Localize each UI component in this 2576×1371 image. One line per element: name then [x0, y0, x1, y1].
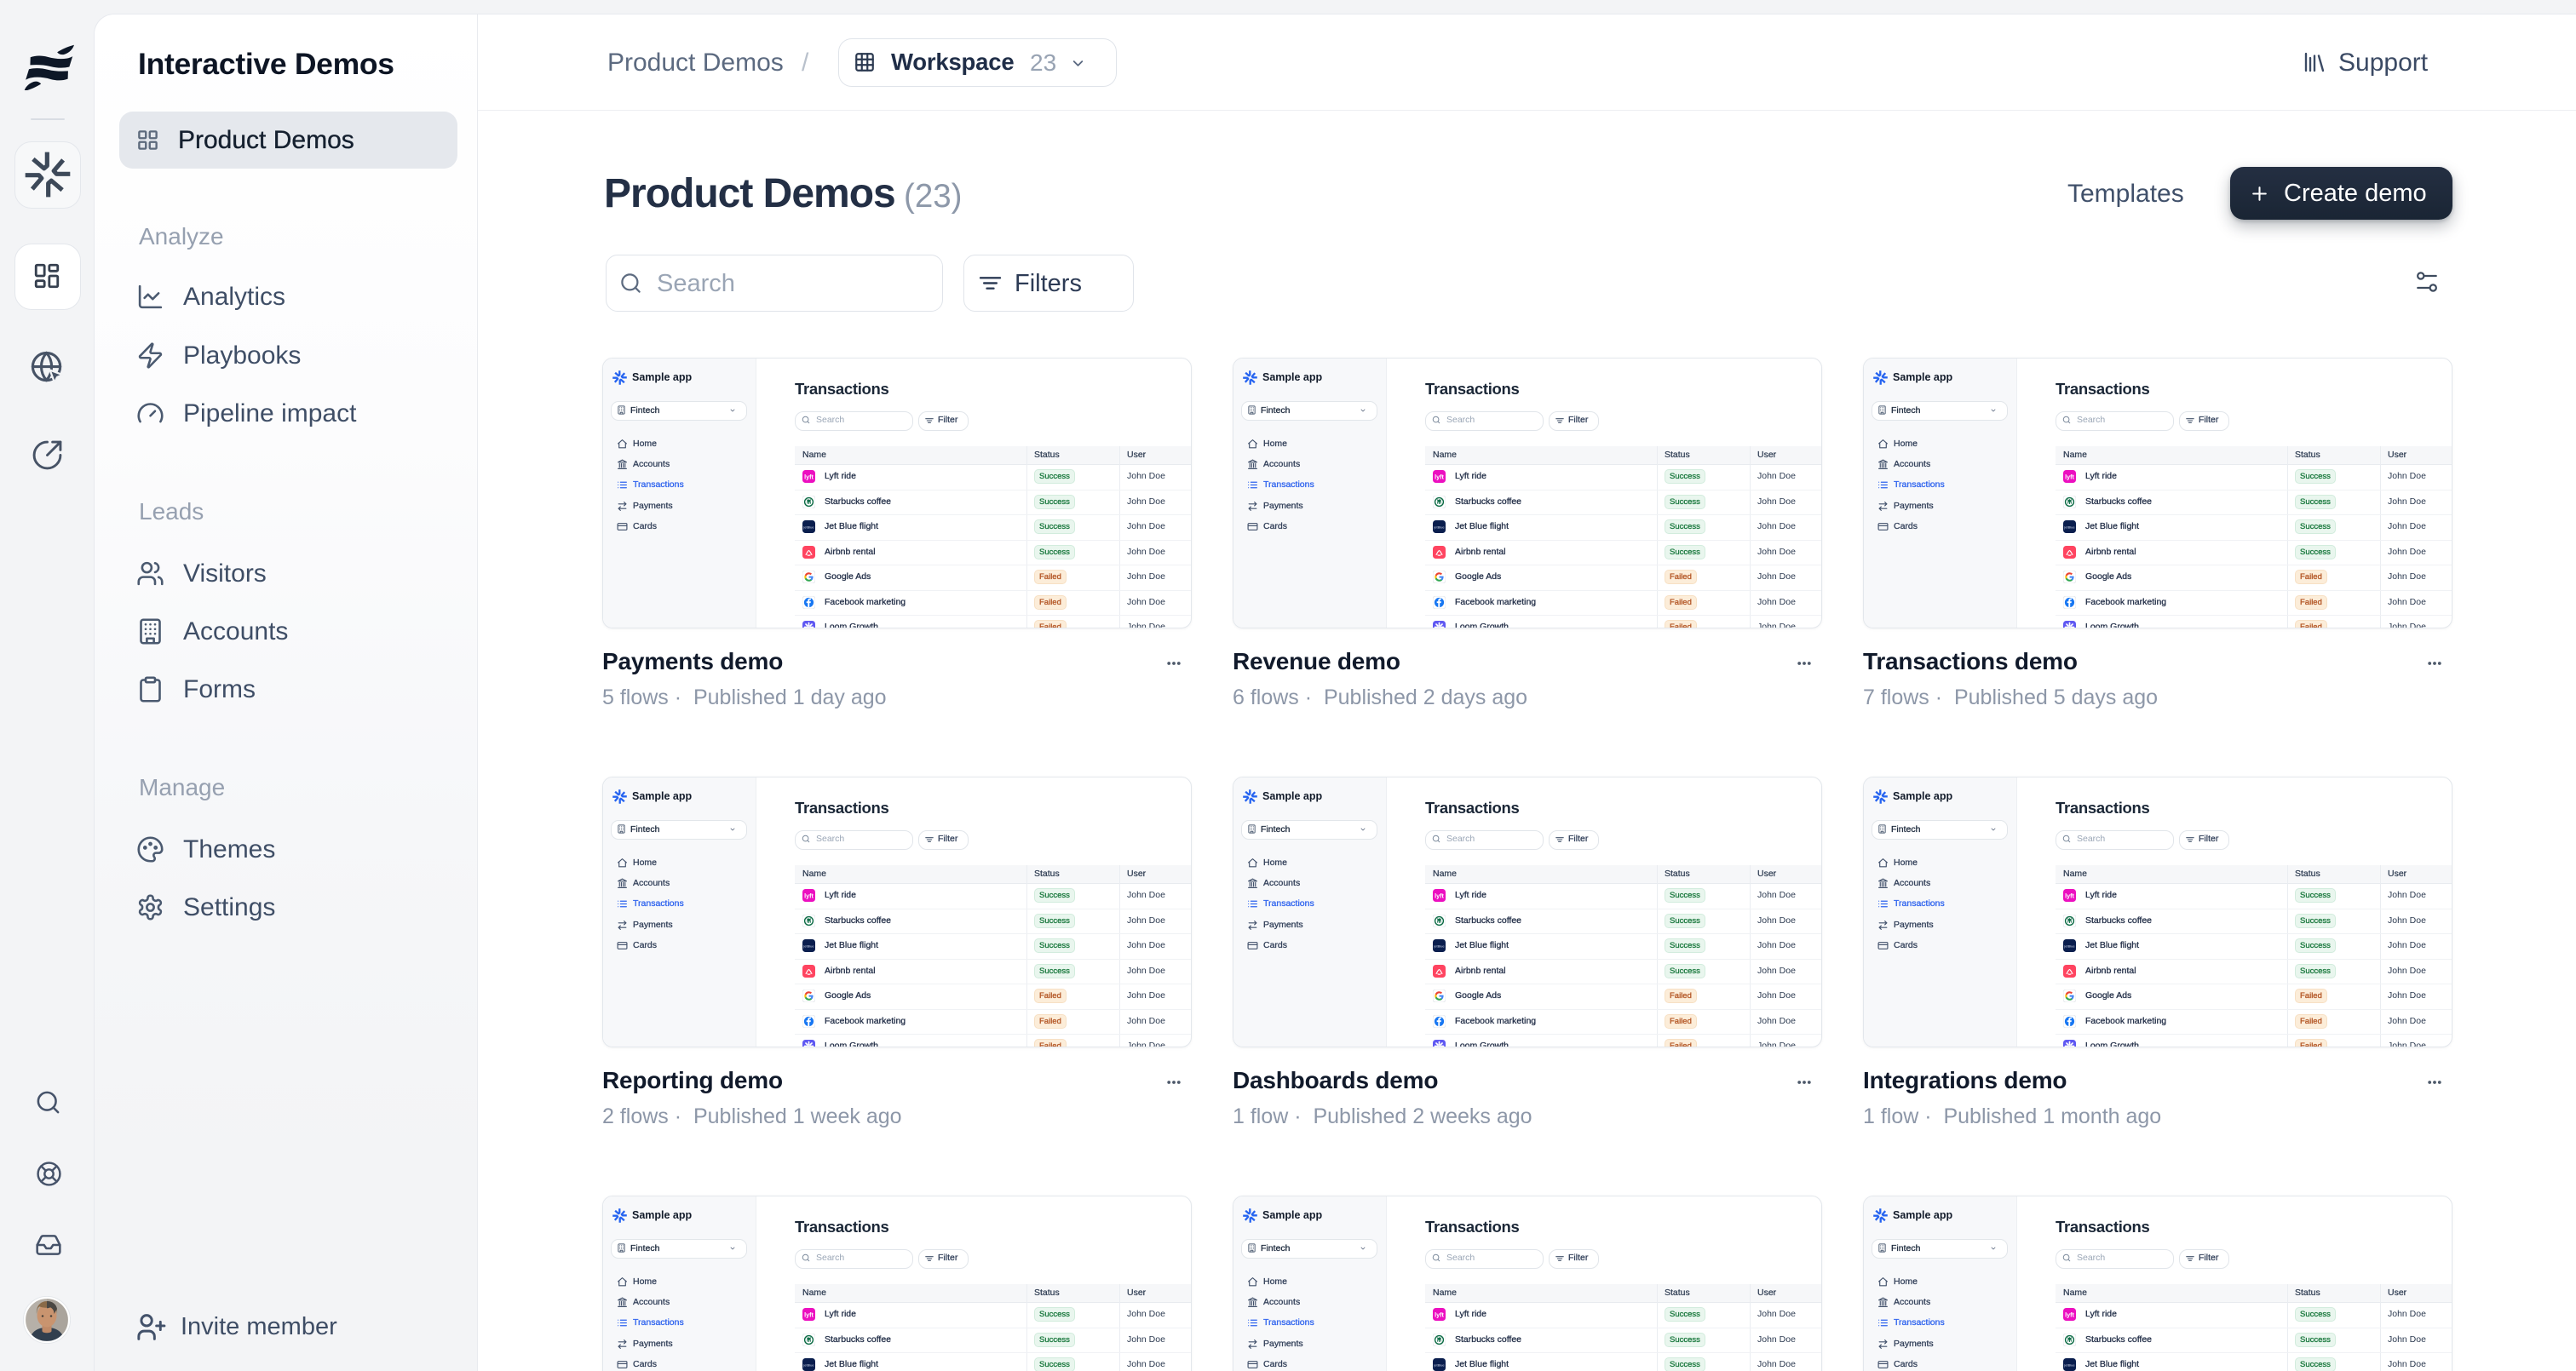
svg-text:lyft: lyft [1435, 892, 1444, 900]
svg-text:jetBlue: jetBlue [2063, 944, 2075, 949]
svg-text:lyft: lyft [2065, 473, 2074, 481]
svg-text:lyft: lyft [804, 473, 814, 481]
svg-text:lyft: lyft [1435, 1311, 1444, 1319]
svg-text:jetBlue: jetBlue [1433, 944, 1445, 949]
svg-text:lyft: lyft [804, 1311, 814, 1319]
svg-text:jetBlue: jetBlue [802, 944, 814, 949]
svg-text:jetBlue: jetBlue [1433, 525, 1445, 530]
svg-text:lyft: lyft [2065, 892, 2074, 900]
svg-text:lyft: lyft [1435, 473, 1444, 481]
svg-text:jetBlue: jetBlue [1433, 1363, 1445, 1368]
svg-text:jetBlue: jetBlue [802, 1363, 814, 1368]
svg-text:jetBlue: jetBlue [2063, 525, 2075, 530]
svg-text:lyft: lyft [2065, 1311, 2074, 1319]
svg-text:lyft: lyft [804, 892, 814, 900]
svg-text:jetBlue: jetBlue [802, 525, 814, 530]
svg-text:jetBlue: jetBlue [2063, 1363, 2075, 1368]
